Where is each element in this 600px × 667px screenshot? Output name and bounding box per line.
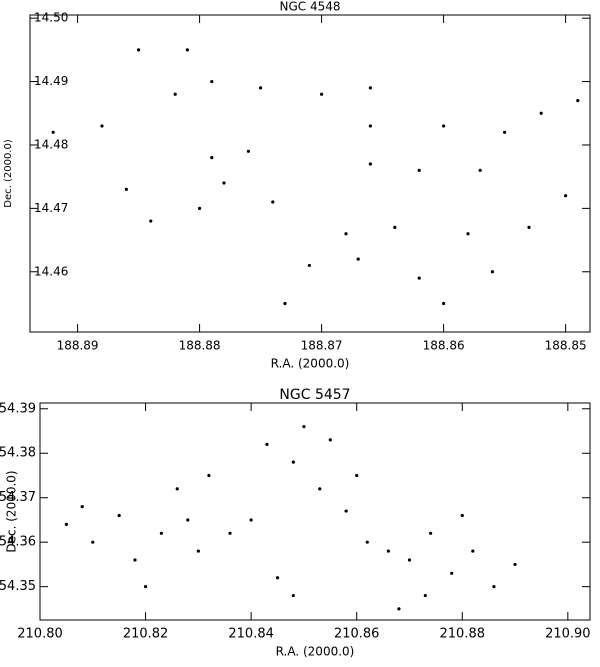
point	[417, 276, 421, 280]
point	[80, 505, 84, 509]
point	[143, 585, 148, 589]
point	[471, 549, 475, 553]
point	[196, 549, 200, 553]
point	[576, 98, 580, 103]
x-tick-label: 210.90	[545, 627, 591, 642]
point	[185, 48, 189, 52]
point	[222, 181, 226, 185]
point	[428, 531, 433, 535]
point	[258, 86, 263, 90]
y-tick-label: 54.35	[0, 579, 36, 594]
y-axis-label: Dec. (2000.0)	[5, 470, 19, 552]
y-tick-label: 14.47	[34, 201, 68, 215]
point	[423, 593, 427, 598]
x-tick-label: 188.85	[545, 339, 587, 353]
y-tick-label: 54.37	[0, 490, 36, 505]
point	[563, 194, 568, 198]
x-tick-label: 188.88	[179, 339, 221, 353]
point	[344, 509, 348, 513]
point	[91, 540, 95, 544]
plot-frame	[29, 14, 591, 333]
point	[527, 225, 531, 229]
y-tick-label: 14.49	[34, 74, 68, 88]
point	[246, 149, 250, 153]
point	[466, 232, 470, 236]
point	[502, 130, 507, 134]
point	[283, 301, 287, 306]
point	[356, 257, 360, 261]
point	[365, 540, 369, 544]
point	[275, 576, 280, 580]
point	[124, 187, 128, 191]
plot-frame	[39, 402, 591, 621]
point	[175, 487, 179, 491]
point	[149, 219, 153, 223]
point	[64, 522, 68, 526]
point	[490, 270, 494, 274]
chart-title: NGC 4548	[279, 0, 340, 14]
point	[228, 531, 232, 535]
point	[249, 518, 253, 522]
chart-title: NGC 5457	[279, 387, 350, 403]
point	[197, 206, 202, 210]
point	[207, 473, 211, 478]
x-tick-label: 210.88	[440, 627, 486, 642]
point	[417, 168, 421, 172]
point	[117, 513, 121, 518]
x-tick-label: 188.87	[301, 339, 343, 353]
y-axis-label: Dec. (2000.0)	[3, 139, 14, 208]
point	[450, 571, 454, 575]
point	[539, 111, 543, 115]
x-tick-label: 188.89	[57, 339, 99, 353]
point	[302, 424, 306, 429]
point	[318, 487, 322, 491]
x-tick-label: 210.84	[228, 627, 274, 642]
point	[386, 549, 390, 553]
point	[291, 593, 295, 598]
point	[368, 162, 372, 166]
x-tick-label: 188.86	[423, 339, 465, 353]
point	[319, 92, 324, 96]
point	[441, 301, 446, 306]
y-tick-label: 54.39	[0, 401, 36, 416]
x-tick-label: 210.86	[334, 627, 380, 642]
point	[271, 200, 275, 204]
point	[307, 263, 311, 268]
point	[100, 124, 104, 128]
point	[51, 130, 55, 134]
y-tick-label: 14.50	[34, 11, 68, 25]
x-tick-label: 210.80	[17, 627, 63, 642]
x-tick-label: 210.82	[123, 627, 169, 642]
point	[159, 531, 164, 535]
point	[344, 232, 348, 236]
point	[186, 518, 190, 522]
point	[441, 124, 446, 128]
point	[133, 558, 137, 562]
point	[210, 79, 214, 84]
point	[368, 124, 372, 128]
x-axis-label: R.A. (2000.0)	[271, 357, 350, 371]
y-tick-label: 54.36	[0, 535, 36, 550]
point	[513, 562, 517, 567]
point	[265, 442, 269, 446]
x-axis-label: R.A. (2000.0)	[276, 645, 355, 659]
point	[460, 513, 464, 518]
y-tick-label: 54.38	[0, 446, 36, 461]
point	[393, 225, 397, 229]
point	[328, 438, 332, 442]
point	[407, 558, 412, 562]
point	[397, 607, 401, 611]
point	[355, 473, 359, 478]
point	[210, 156, 214, 160]
point	[368, 86, 372, 90]
point	[478, 168, 482, 172]
point	[291, 460, 295, 464]
point	[136, 48, 141, 52]
point	[173, 92, 177, 96]
point	[492, 585, 496, 589]
y-tick-label: 14.46	[34, 264, 68, 278]
y-tick-label: 14.48	[34, 137, 68, 151]
